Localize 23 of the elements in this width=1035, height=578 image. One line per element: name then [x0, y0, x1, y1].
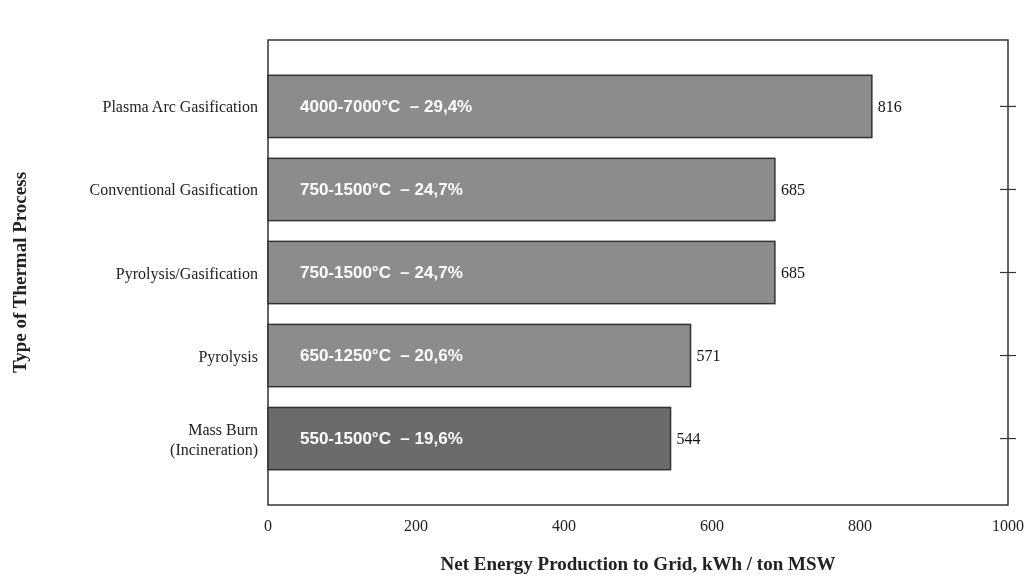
y-tick-label: Pyrolysis	[198, 347, 258, 366]
y-tick-label: Mass Burn (Incineration)	[170, 420, 258, 459]
data-label: 816	[877, 97, 902, 115]
data-label: 685	[780, 180, 805, 198]
y-axis-title: Type of Thermal Process	[9, 171, 30, 374]
annotation: 550-1500°C – 19,6%	[300, 429, 463, 449]
data-label: 571	[696, 347, 721, 365]
annotation: 750-1500°C – 24,7%	[300, 179, 463, 199]
y-tick-label: Pyrolysis/Gasification	[115, 264, 258, 282]
annotation: 750-1500°C – 24,7%	[300, 263, 463, 282]
x-tick-label: 1000	[992, 517, 1024, 534]
x-tick-label: 800	[848, 517, 872, 534]
data-label: 685	[780, 264, 805, 281]
y-tick-label: Conventional Gasification	[89, 180, 258, 198]
x-tick-label: 0	[264, 517, 272, 534]
x-tick-label: 600	[700, 517, 724, 534]
annotation: 4000-7000°C – 29,4%	[300, 96, 473, 116]
y-tick-label: Plasma Arc Gasification	[102, 97, 258, 115]
x-tick-label: 200	[404, 517, 428, 534]
data-label: 544	[676, 430, 701, 448]
x-axis-title: Net Energy Production to Grid, kWh / ton MSW	[440, 553, 836, 574]
annotation: 650-1250°C – 20,6%	[300, 346, 463, 366]
x-tick-label: 400	[552, 517, 576, 534]
